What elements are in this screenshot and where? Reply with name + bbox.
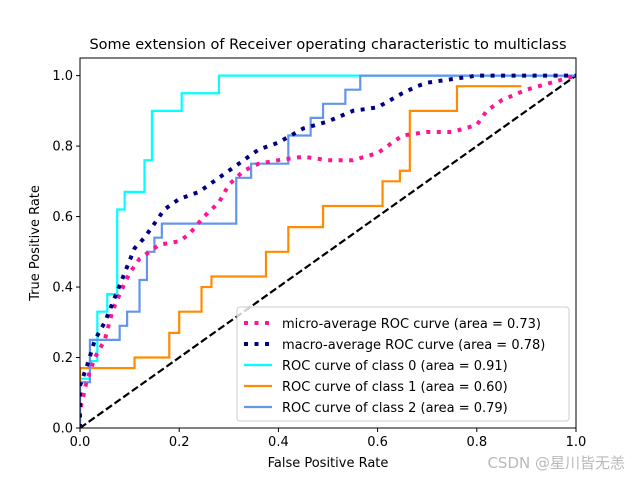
series-line-2 — [80, 74, 576, 428]
series-line-0 — [80, 73, 576, 428]
y-tick-label: 0.8 — [52, 140, 73, 155]
legend-label: ROC curve of class 0 (area = 0.91) — [282, 359, 508, 374]
x-tick-label: 0.8 — [466, 435, 487, 450]
legend-label: ROC curve of class 2 (area = 0.79) — [282, 401, 508, 416]
x-tick-label: 0.0 — [70, 435, 91, 450]
series-line-1 — [80, 73, 576, 428]
series-line-5 — [80, 74, 576, 428]
y-tick-label: 0.4 — [52, 281, 73, 296]
x-axis-label: False Positive Rate — [268, 456, 389, 471]
legend: micro-average ROC curve (area = 0.73) mac… — [236, 306, 570, 422]
chart-title: Some extension of Receiver operating cha… — [89, 37, 566, 53]
y-tick-label: 1.0 — [52, 69, 73, 84]
plot-border — [79, 57, 577, 429]
x-axis-ticks: 0.0 0.2 0.4 0.6 0.8 1.0 — [70, 428, 587, 450]
x-tick-label: 1.0 — [566, 435, 587, 450]
y-tick-label: 0.6 — [52, 210, 73, 225]
series-line-3 — [80, 85, 522, 428]
legend-label: micro-average ROC curve (area = 0.73) — [282, 317, 541, 332]
legend-label: macro-average ROC curve (area = 0.78) — [282, 338, 545, 353]
series-line-4 — [80, 74, 576, 428]
x-tick-label: 0.6 — [367, 435, 388, 450]
x-tick-label: 0.2 — [169, 435, 190, 450]
y-axis-ticks: 0.0 0.2 0.4 0.6 0.8 1.0 — [52, 69, 80, 437]
y-axis-label: True Positive Rate — [28, 185, 43, 302]
legend-box — [236, 306, 570, 422]
curves-layer — [80, 73, 576, 428]
y-tick-label: 0.0 — [52, 422, 73, 437]
watermark-text: CSDN @星川皆无恙 — [487, 454, 625, 472]
legend-label: ROC curve of class 1 (area = 0.60) — [282, 380, 508, 395]
y-tick-label: 0.2 — [52, 351, 73, 366]
x-tick-label: 0.4 — [268, 435, 289, 450]
